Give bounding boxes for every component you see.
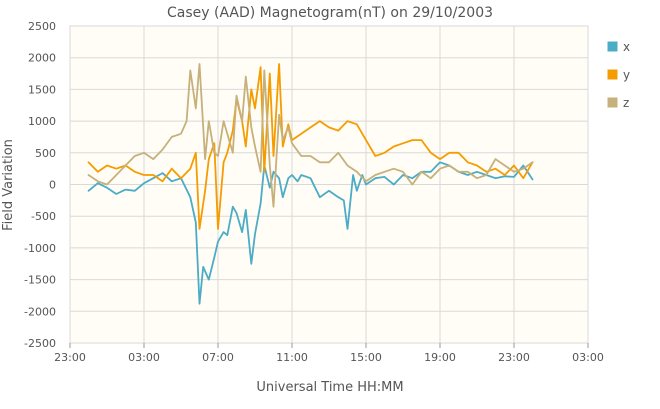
x-tick-label: 03:00 (128, 351, 160, 364)
x-tick-label: 03:00 (572, 351, 604, 364)
x-tick-label: 15:00 (350, 351, 382, 364)
legend-label-z: z (623, 96, 629, 110)
legend-label-y: y (623, 68, 630, 82)
chart-title: Casey (AAD) Magnetogram(nT) on 29/10/200… (167, 5, 493, 21)
legend-label-x: x (623, 40, 630, 54)
y-tick-label: -1000 (24, 242, 56, 255)
y-tick-label: 500 (35, 147, 56, 160)
x-axis-label: Universal Time HH:MM (256, 380, 403, 395)
series-line-y (87, 63, 534, 230)
y-tick-label: -2500 (24, 337, 56, 350)
y-tick-label: 1500 (28, 83, 56, 96)
y-tick-label: -2000 (24, 305, 56, 318)
series-line-z (87, 63, 534, 208)
y-tick-label: 0 (49, 179, 56, 192)
y-tick-label: 1000 (28, 115, 56, 128)
x-tick-label: 07:00 (202, 351, 234, 364)
series-line-x (87, 161, 534, 305)
axis-ticks: -2500 -2000 -1500 -1000 -500 0 500 1000 1500 2000… (24, 20, 604, 364)
x-tick-label: 11:00 (276, 351, 308, 364)
y-tick-label: 2500 (28, 20, 56, 33)
y-tick-label: -1500 (24, 274, 56, 287)
y-tick-label: 2000 (28, 52, 56, 65)
legend-swatch-y (606, 68, 619, 81)
y-axis-label: Field Variation (1, 139, 16, 231)
legend-swatch-x (606, 40, 619, 53)
x-tick-label: 23:00 (498, 351, 530, 364)
legend: xyz (606, 40, 630, 110)
x-tick-label: 23:00 (54, 351, 86, 364)
x-tick-label: 19:00 (424, 351, 456, 364)
grid-lines (69, 25, 589, 344)
series-lines (87, 63, 534, 305)
legend-swatch-z (606, 96, 619, 109)
y-tick-label: -500 (31, 210, 56, 223)
